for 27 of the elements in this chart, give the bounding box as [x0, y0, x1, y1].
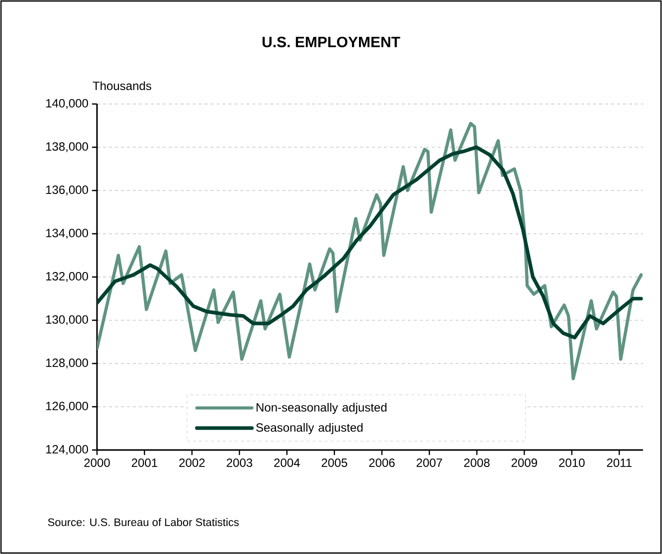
chart-title: U.S. EMPLOYMENT — [262, 36, 400, 48]
y-tick-label: 128,000 — [46, 358, 88, 368]
x-tick-label: 2008 — [464, 458, 490, 467]
y-tick-label: 126,000 — [46, 402, 88, 412]
y-tick-label: 132,000 — [46, 272, 88, 282]
y-tick-label: 124,000 — [46, 445, 88, 455]
x-tick-label: 2010 — [559, 458, 585, 467]
x-tick-label: 2002 — [179, 458, 205, 467]
x-tick-label: 2009 — [512, 458, 538, 467]
y-tick-label: 134,000 — [46, 228, 88, 239]
y-tick-label: 136,000 — [46, 186, 88, 196]
x-tick-label: 2000 — [84, 458, 110, 467]
y-tick-label: 130,000 — [46, 315, 88, 326]
x-tick-label: 2001 — [132, 458, 158, 467]
legend-label: Non-seasonally adjusted — [256, 402, 386, 414]
x-tick-label: 2011 — [607, 458, 632, 467]
y-tick-label: 140,000 — [46, 99, 88, 109]
x-tick-label: 2007 — [416, 458, 442, 467]
x-tick-label: 2004 — [274, 458, 300, 467]
legend-label: Seasonally adjusted — [256, 422, 363, 434]
y-axis-title: Thousands — [92, 81, 152, 90]
x-tick-label: 2003 — [226, 458, 252, 467]
line-series — [97, 145, 643, 340]
source-note: Source: U.S. Bureau of Labor Statistics — [48, 518, 239, 526]
y-tick-label: 138,000 — [46, 142, 88, 152]
x-tick-label: 2005 — [322, 458, 348, 467]
x-tick-label: 2006 — [369, 458, 395, 467]
